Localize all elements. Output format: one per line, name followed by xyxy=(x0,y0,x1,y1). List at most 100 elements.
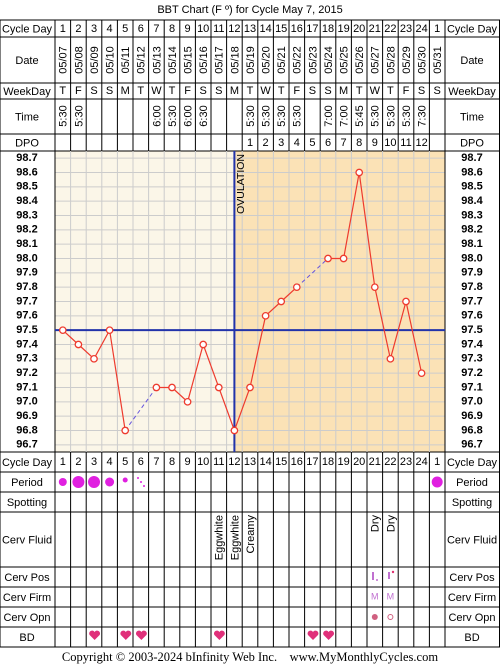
y-tick-label: 98.4 xyxy=(461,195,483,207)
dpo: 5 xyxy=(309,137,315,149)
cycle-day: 1 xyxy=(60,23,66,35)
cerv-opn-icon xyxy=(387,614,394,620)
y-tick-label: 96.7 xyxy=(461,439,482,451)
time: 5:30 xyxy=(370,105,382,126)
cycle-day: 3 xyxy=(91,456,97,468)
date: 05/22 xyxy=(292,46,304,74)
y-tick-label: 96.8 xyxy=(461,424,482,436)
cerv-firm: M xyxy=(387,591,395,601)
weekday: T xyxy=(169,85,176,97)
chart-title: BBT Chart (F º) for Cycle May 7, 2015 xyxy=(157,4,342,16)
bd-heart xyxy=(135,630,147,640)
y-tick-label: 98.6 xyxy=(461,166,482,178)
cerv-pos-icon xyxy=(376,579,378,581)
date: 05/10 xyxy=(105,46,117,74)
dpo: 4 xyxy=(294,137,300,149)
y-tick-label: 98.6 xyxy=(16,166,37,178)
bd-heart xyxy=(307,630,319,640)
temperature-point xyxy=(402,297,410,306)
date: 05/15 xyxy=(183,46,195,74)
cerv-fluid: Dry xyxy=(385,515,397,533)
temperature-point xyxy=(121,426,130,435)
bd-heart xyxy=(120,630,132,640)
time: 5:30 xyxy=(245,105,257,126)
row-label: Cycle Day xyxy=(2,23,53,35)
y-tick-label: 98.1 xyxy=(461,238,482,250)
y-tick-label: 98.0 xyxy=(16,252,37,264)
cycle-day: 13 xyxy=(244,23,256,35)
date: 05/31 xyxy=(432,46,444,74)
date: 05/23 xyxy=(307,46,319,74)
weekday: F xyxy=(293,85,300,97)
temperature-point xyxy=(386,354,395,363)
y-tick-label: 97.5 xyxy=(461,324,482,336)
spotting-icon xyxy=(143,485,145,487)
y-tick-label: 98.3 xyxy=(461,209,482,221)
y-tick-label: 97.9 xyxy=(16,267,37,279)
time: 5:30 xyxy=(385,105,397,126)
date: 05/14 xyxy=(167,46,179,74)
row-label: Period xyxy=(456,477,488,489)
period-icon xyxy=(88,476,100,488)
date: 05/13 xyxy=(151,46,163,74)
cycle-day: 3 xyxy=(91,23,97,35)
weekday: T xyxy=(137,85,144,97)
period-icon xyxy=(58,478,67,486)
cerv-fluid: Eggwhite xyxy=(214,515,226,560)
weekday: T xyxy=(387,85,394,97)
cycle-day: 4 xyxy=(107,23,113,35)
cerv-firm: M xyxy=(371,591,379,601)
dpo: 6 xyxy=(325,137,331,149)
temperature-point xyxy=(370,283,379,292)
cycle-day: 10 xyxy=(197,456,209,468)
weekday: S xyxy=(90,85,97,97)
weekday: F xyxy=(403,85,410,97)
y-tick-label: 97.9 xyxy=(461,267,482,279)
weekday: W xyxy=(260,85,271,97)
time: 5:30 xyxy=(401,105,413,126)
gap-connector xyxy=(124,387,157,431)
time: 5:30 xyxy=(261,105,273,126)
row-label: Period xyxy=(11,477,43,489)
period-icon xyxy=(122,477,128,483)
cycle-day: 6 xyxy=(138,23,144,35)
cycle-day: 18 xyxy=(322,23,334,35)
row-label: Cerv Firm xyxy=(448,592,496,604)
y-tick-label: 97.1 xyxy=(16,381,37,393)
weekday: S xyxy=(215,85,222,97)
bd-heart xyxy=(323,630,335,640)
gap-connector xyxy=(296,258,329,288)
row-label: BD xyxy=(464,632,479,644)
temperature-point xyxy=(168,383,176,392)
bd-heart xyxy=(213,630,225,640)
weekday: W xyxy=(151,85,162,97)
cycle-day: 24 xyxy=(415,23,427,35)
weekday: T xyxy=(356,85,363,97)
date: 05/18 xyxy=(229,46,241,74)
cerv-pos-icon xyxy=(372,572,374,580)
cycle-day: 23 xyxy=(400,456,412,468)
y-tick-label: 97.0 xyxy=(461,396,482,408)
temperature-point xyxy=(58,326,67,335)
temperature-point xyxy=(199,340,208,349)
cycle-day: 15 xyxy=(275,23,287,35)
dpo: 11 xyxy=(400,137,411,149)
date: 05/08 xyxy=(73,46,85,74)
temperature-point xyxy=(339,254,348,263)
icons xyxy=(58,476,443,640)
y-tick-label: 97.8 xyxy=(16,281,37,293)
y-tick-label: 98.1 xyxy=(16,238,37,250)
row-label: Cerv Opn xyxy=(3,612,50,624)
temperature-point xyxy=(261,311,270,320)
time: 6:00 xyxy=(183,105,195,126)
date: 05/27 xyxy=(370,46,382,74)
row-label: Cerv Pos xyxy=(4,572,50,584)
y-tick-label: 97.2 xyxy=(16,367,37,379)
cycle-day: 16 xyxy=(291,456,303,468)
cycle-day: 9 xyxy=(185,23,191,35)
date: 05/24 xyxy=(323,46,335,74)
row-label: Spotting xyxy=(7,497,47,509)
row-label: DPO xyxy=(15,137,39,149)
cycle-day: 22 xyxy=(384,23,396,35)
y-tick-label: 98.7 xyxy=(461,152,482,164)
